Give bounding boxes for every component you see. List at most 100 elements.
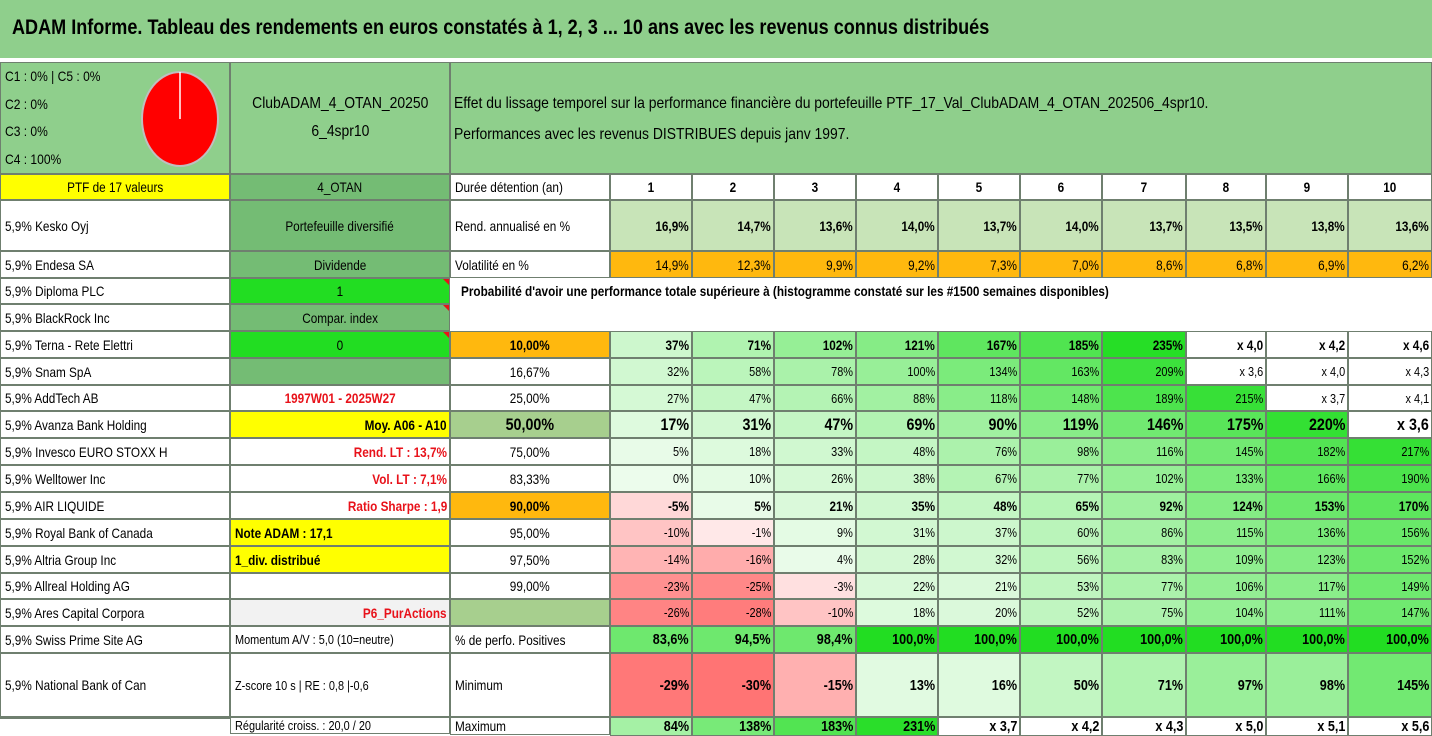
probability-value-text: 9% [837, 525, 853, 540]
probability-value-text: 27% [667, 390, 689, 406]
probability-value: 48% [856, 438, 938, 465]
probability-level-text: 90,00% [510, 497, 550, 514]
stats-value-text: 183% [820, 718, 853, 735]
probability-value: 53% [1020, 573, 1102, 599]
holding-row: 5,9% Ares Capital Corpora [0, 599, 230, 626]
probability-value: 185% [1020, 331, 1102, 358]
probability-value: 33% [774, 438, 856, 465]
rend-value: 13,6% [1348, 200, 1432, 251]
stats-value-text: 138% [738, 718, 771, 735]
vol-value-text: 6,8% [1236, 256, 1263, 273]
probability-value: 75% [1102, 599, 1186, 626]
vol-label: Volatilité en % [450, 251, 610, 278]
stats-value-text: 97% [1237, 676, 1263, 694]
probability-value-text: 156% [1401, 525, 1429, 540]
probability-value: 146% [1102, 411, 1186, 438]
probability-value-text: 124% [1232, 497, 1263, 514]
probability-value: 26% [774, 465, 856, 492]
probability-value-text: 149% [1401, 578, 1429, 594]
probability-value-text: 117% [1317, 578, 1345, 594]
probability-value-text: 31% [913, 525, 935, 540]
probability-value: 133% [1186, 465, 1266, 492]
rend-value: 13,6% [774, 200, 856, 251]
probability-value-text: 148% [1071, 390, 1099, 406]
stats-value-text: 98,4% [817, 631, 853, 648]
probability-value: 189% [1102, 385, 1186, 411]
stats-value: -15% [774, 653, 856, 717]
probability-value-text: 33% [831, 444, 853, 459]
probability-value-text: 0% [673, 471, 689, 486]
info-cell [230, 573, 450, 599]
probability-value-text: 104% [1235, 605, 1263, 620]
probability-value: 190% [1348, 465, 1432, 492]
probability-value: 170% [1348, 492, 1432, 519]
year-header: 1 [610, 174, 692, 200]
stats-value: x 5,0 [1186, 717, 1266, 736]
probability-value: 102% [774, 331, 856, 358]
probability-level: 99,00% [450, 573, 610, 599]
holding-row-text: 5,9% AIR LIQUIDE [5, 497, 105, 514]
probability-value-text: 147% [1401, 605, 1429, 620]
probability-value-text: -10% [827, 605, 853, 620]
probability-value: 215% [1186, 385, 1266, 411]
stats-value-text: 100,0% [974, 631, 1017, 648]
stats-label: % de perfo. Positives [450, 626, 610, 653]
probability-value: 21% [938, 573, 1020, 599]
probability-level: 90,00% [450, 492, 610, 519]
stats-value: 100,0% [1102, 626, 1186, 653]
year-header: 4 [856, 174, 938, 200]
year-header: 6 [1020, 174, 1102, 200]
ptf-code-text: 4_OTAN [317, 179, 363, 195]
stats-value-text: 13% [909, 676, 935, 694]
duration-label-text: Durée détention (an) [455, 179, 563, 195]
holding-row: 5,9% Invesco EURO STOXX H [0, 438, 230, 465]
probability-value-text: 21% [829, 497, 853, 514]
legend-line: C2 : 0% [5, 96, 48, 112]
probability-value-text: x 4,1 [1405, 390, 1429, 406]
probability-value: 77% [1102, 573, 1186, 599]
probability-value-text: 37% [995, 525, 1017, 540]
vol-value-text: 14,9% [655, 256, 689, 273]
probability-value-text: 38% [913, 471, 935, 486]
probability-level: 83,33% [450, 465, 610, 492]
info-cell-text: P6_PurActions [363, 604, 447, 621]
rend-value: 14,7% [692, 200, 774, 251]
probability-value: 153% [1266, 492, 1348, 519]
info-cell: Moy. A06 - A10 [230, 411, 450, 438]
stats-value-text: 100,0% [892, 631, 935, 648]
probability-value: 0% [610, 465, 692, 492]
probability-value: x 4,1 [1348, 385, 1432, 411]
probability-value-text: 90% [988, 414, 1017, 434]
probability-value: 209% [1102, 358, 1186, 385]
probability-value-text: 67% [995, 471, 1017, 486]
probability-value-text: 18% [749, 444, 771, 459]
stats-value-text: 98% [1319, 676, 1345, 694]
probability-value-text: 153% [1314, 497, 1345, 514]
probability-value: x 4,0 [1266, 358, 1348, 385]
stats-value: 231% [856, 717, 938, 736]
probability-value: 217% [1348, 438, 1432, 465]
probability-value-text: -28% [745, 605, 771, 620]
legend-line: C3 : 0% [5, 123, 48, 139]
stats-value: 100,0% [938, 626, 1020, 653]
year-header: 3 [774, 174, 856, 200]
probability-value: 136% [1266, 519, 1348, 546]
info-cell: 1_div. distribué [230, 546, 450, 573]
info-cell-text: Ratio Sharpe : 1,9 [347, 497, 447, 514]
probability-value-text: 163% [1071, 364, 1099, 379]
probability-value-text: 167% [986, 336, 1017, 353]
probability-value-text: 102% [1155, 471, 1183, 486]
stats-value-text: 94,5% [735, 631, 771, 648]
probability-value: 48% [938, 492, 1020, 519]
probability-value: x 3,6 [1186, 358, 1266, 385]
info-cell: Ratio Sharpe : 1,9 [230, 492, 450, 519]
probability-value-text: 5% [754, 497, 771, 514]
probability-value: 102% [1102, 465, 1186, 492]
stats-value: 94,5% [692, 626, 774, 653]
stats-value-text: 145% [1396, 676, 1429, 694]
holding-row: 5,9% Swiss Prime Site AG [0, 626, 230, 653]
stats-value: 50% [1020, 653, 1102, 717]
fund-name-box: ClubADAM_4_OTAN_20250 6_4spr10 [230, 62, 450, 174]
stats-label-text: Maximum [455, 718, 506, 734]
vol-value-text: 8,6% [1156, 256, 1183, 273]
